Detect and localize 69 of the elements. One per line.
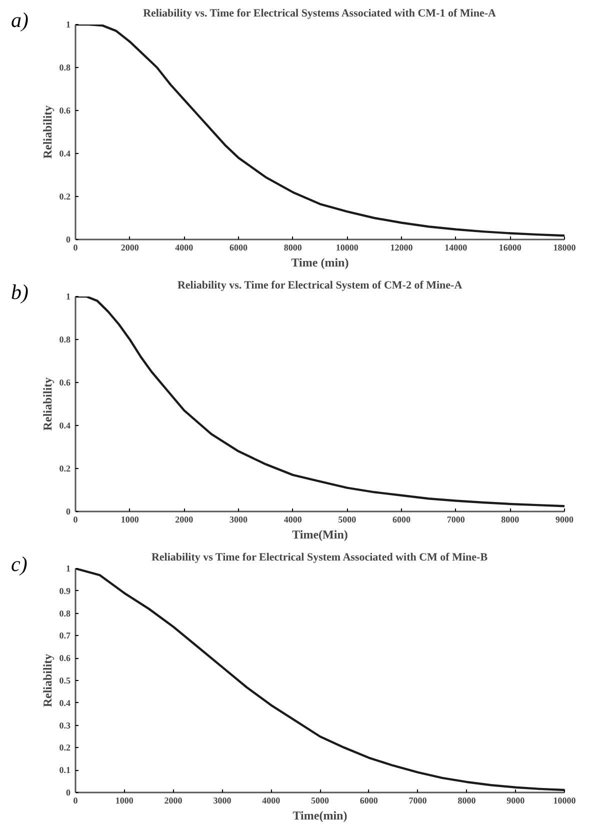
y-tick-label: 0 xyxy=(66,506,71,516)
y-tick-label: 0.4 xyxy=(59,148,71,158)
x-tick-label: 0 xyxy=(73,242,78,252)
line-series xyxy=(76,24,564,237)
y-tick-label: 0.4 xyxy=(59,698,71,708)
x-tick-label: 8000 xyxy=(458,796,476,806)
x-tick-label: 6000 xyxy=(230,242,248,252)
y-tick-label: 0.8 xyxy=(59,62,71,72)
x-tick-label: 4000 xyxy=(262,796,281,806)
line-series xyxy=(76,568,564,792)
x-tick-label: 12000 xyxy=(390,242,414,252)
x-tick-label: 1000 xyxy=(120,514,140,524)
chart-title: Reliability vs. Time for Electrical Systems Associated with CM-1 of Mine-A xyxy=(143,8,496,20)
y-tick-label: 0.6 xyxy=(59,653,71,664)
y-tick-label: 0 xyxy=(66,234,71,244)
y-tick-label: 1 xyxy=(66,564,71,574)
x-tick-label: 14000 xyxy=(444,242,468,252)
x-tick-label: 2000 xyxy=(164,796,183,806)
x-tick-label: 10000 xyxy=(553,796,576,806)
x-tick-label: 16000 xyxy=(498,242,522,252)
y-tick-label: 0.2 xyxy=(59,192,71,202)
y-tick-label: 0.8 xyxy=(59,334,71,344)
y-axis-title: Reliability xyxy=(40,377,54,431)
y-tick-label: 0.3 xyxy=(59,720,71,730)
y-tick-label: 0 xyxy=(66,788,71,798)
text: b) xyxy=(11,279,28,306)
x-axis-title: Time(min) xyxy=(292,808,348,822)
chart-title: Reliability vs Time for Electrical System Associated with CM of Mine-B xyxy=(151,552,488,564)
x-tick-label: 5000 xyxy=(338,514,357,524)
y-axis-title: Reliability xyxy=(40,654,54,708)
text: a) xyxy=(11,7,28,34)
x-tick-label: 0 xyxy=(73,796,78,806)
y-tick-label: 0.7 xyxy=(59,630,71,641)
x-tick-label: 4000 xyxy=(175,242,194,252)
text: c) xyxy=(11,551,28,578)
x-tick-label: 6000 xyxy=(360,796,378,806)
x-tick-label: 18000 xyxy=(553,242,576,252)
y-tick-label: 1 xyxy=(66,20,71,30)
x-tick-label: 10000 xyxy=(336,242,359,252)
x-tick-label: 1000 xyxy=(115,796,134,806)
y-tick-label: 0.8 xyxy=(59,608,71,618)
y-tick-label: 0.5 xyxy=(59,676,71,686)
y-tick-label: 0.2 xyxy=(59,742,71,753)
x-tick-label: 2000 xyxy=(175,514,194,524)
x-tick-label: 5000 xyxy=(311,796,330,806)
y-tick-label: 0.6 xyxy=(59,106,71,116)
x-tick-label: 6000 xyxy=(392,514,411,524)
x-tick-label: 9000 xyxy=(556,514,574,524)
x-tick-label: 7000 xyxy=(446,514,466,524)
x-tick-label: 2000 xyxy=(120,242,140,252)
x-tick-label: 4000 xyxy=(284,514,302,524)
y-tick-label: 0.6 xyxy=(59,378,71,388)
chart-title: Reliability vs. Time for Electrical System of CM-2 of Mine-A xyxy=(177,280,462,292)
y-tick-label: 0.9 xyxy=(59,586,71,596)
x-tick-label: 7000 xyxy=(408,796,428,806)
x-axis-title: Time(Min) xyxy=(292,528,348,542)
y-tick-label: 0.4 xyxy=(59,420,71,430)
line-series xyxy=(76,296,564,508)
x-tick-label: 8000 xyxy=(501,514,520,524)
x-tick-label: 0 xyxy=(73,514,78,524)
y-tick-label: 0.2 xyxy=(59,464,71,474)
x-tick-label: 3000 xyxy=(230,514,248,524)
x-axis-title: Time (min) xyxy=(291,256,349,270)
y-tick-label: 0.1 xyxy=(59,765,71,776)
y-tick-label: 1 xyxy=(66,292,71,302)
y-axis-title: Reliability xyxy=(40,105,54,159)
x-tick-label: 3000 xyxy=(213,796,232,806)
x-tick-label: 9000 xyxy=(506,796,526,806)
x-tick-label: 8000 xyxy=(284,242,302,252)
